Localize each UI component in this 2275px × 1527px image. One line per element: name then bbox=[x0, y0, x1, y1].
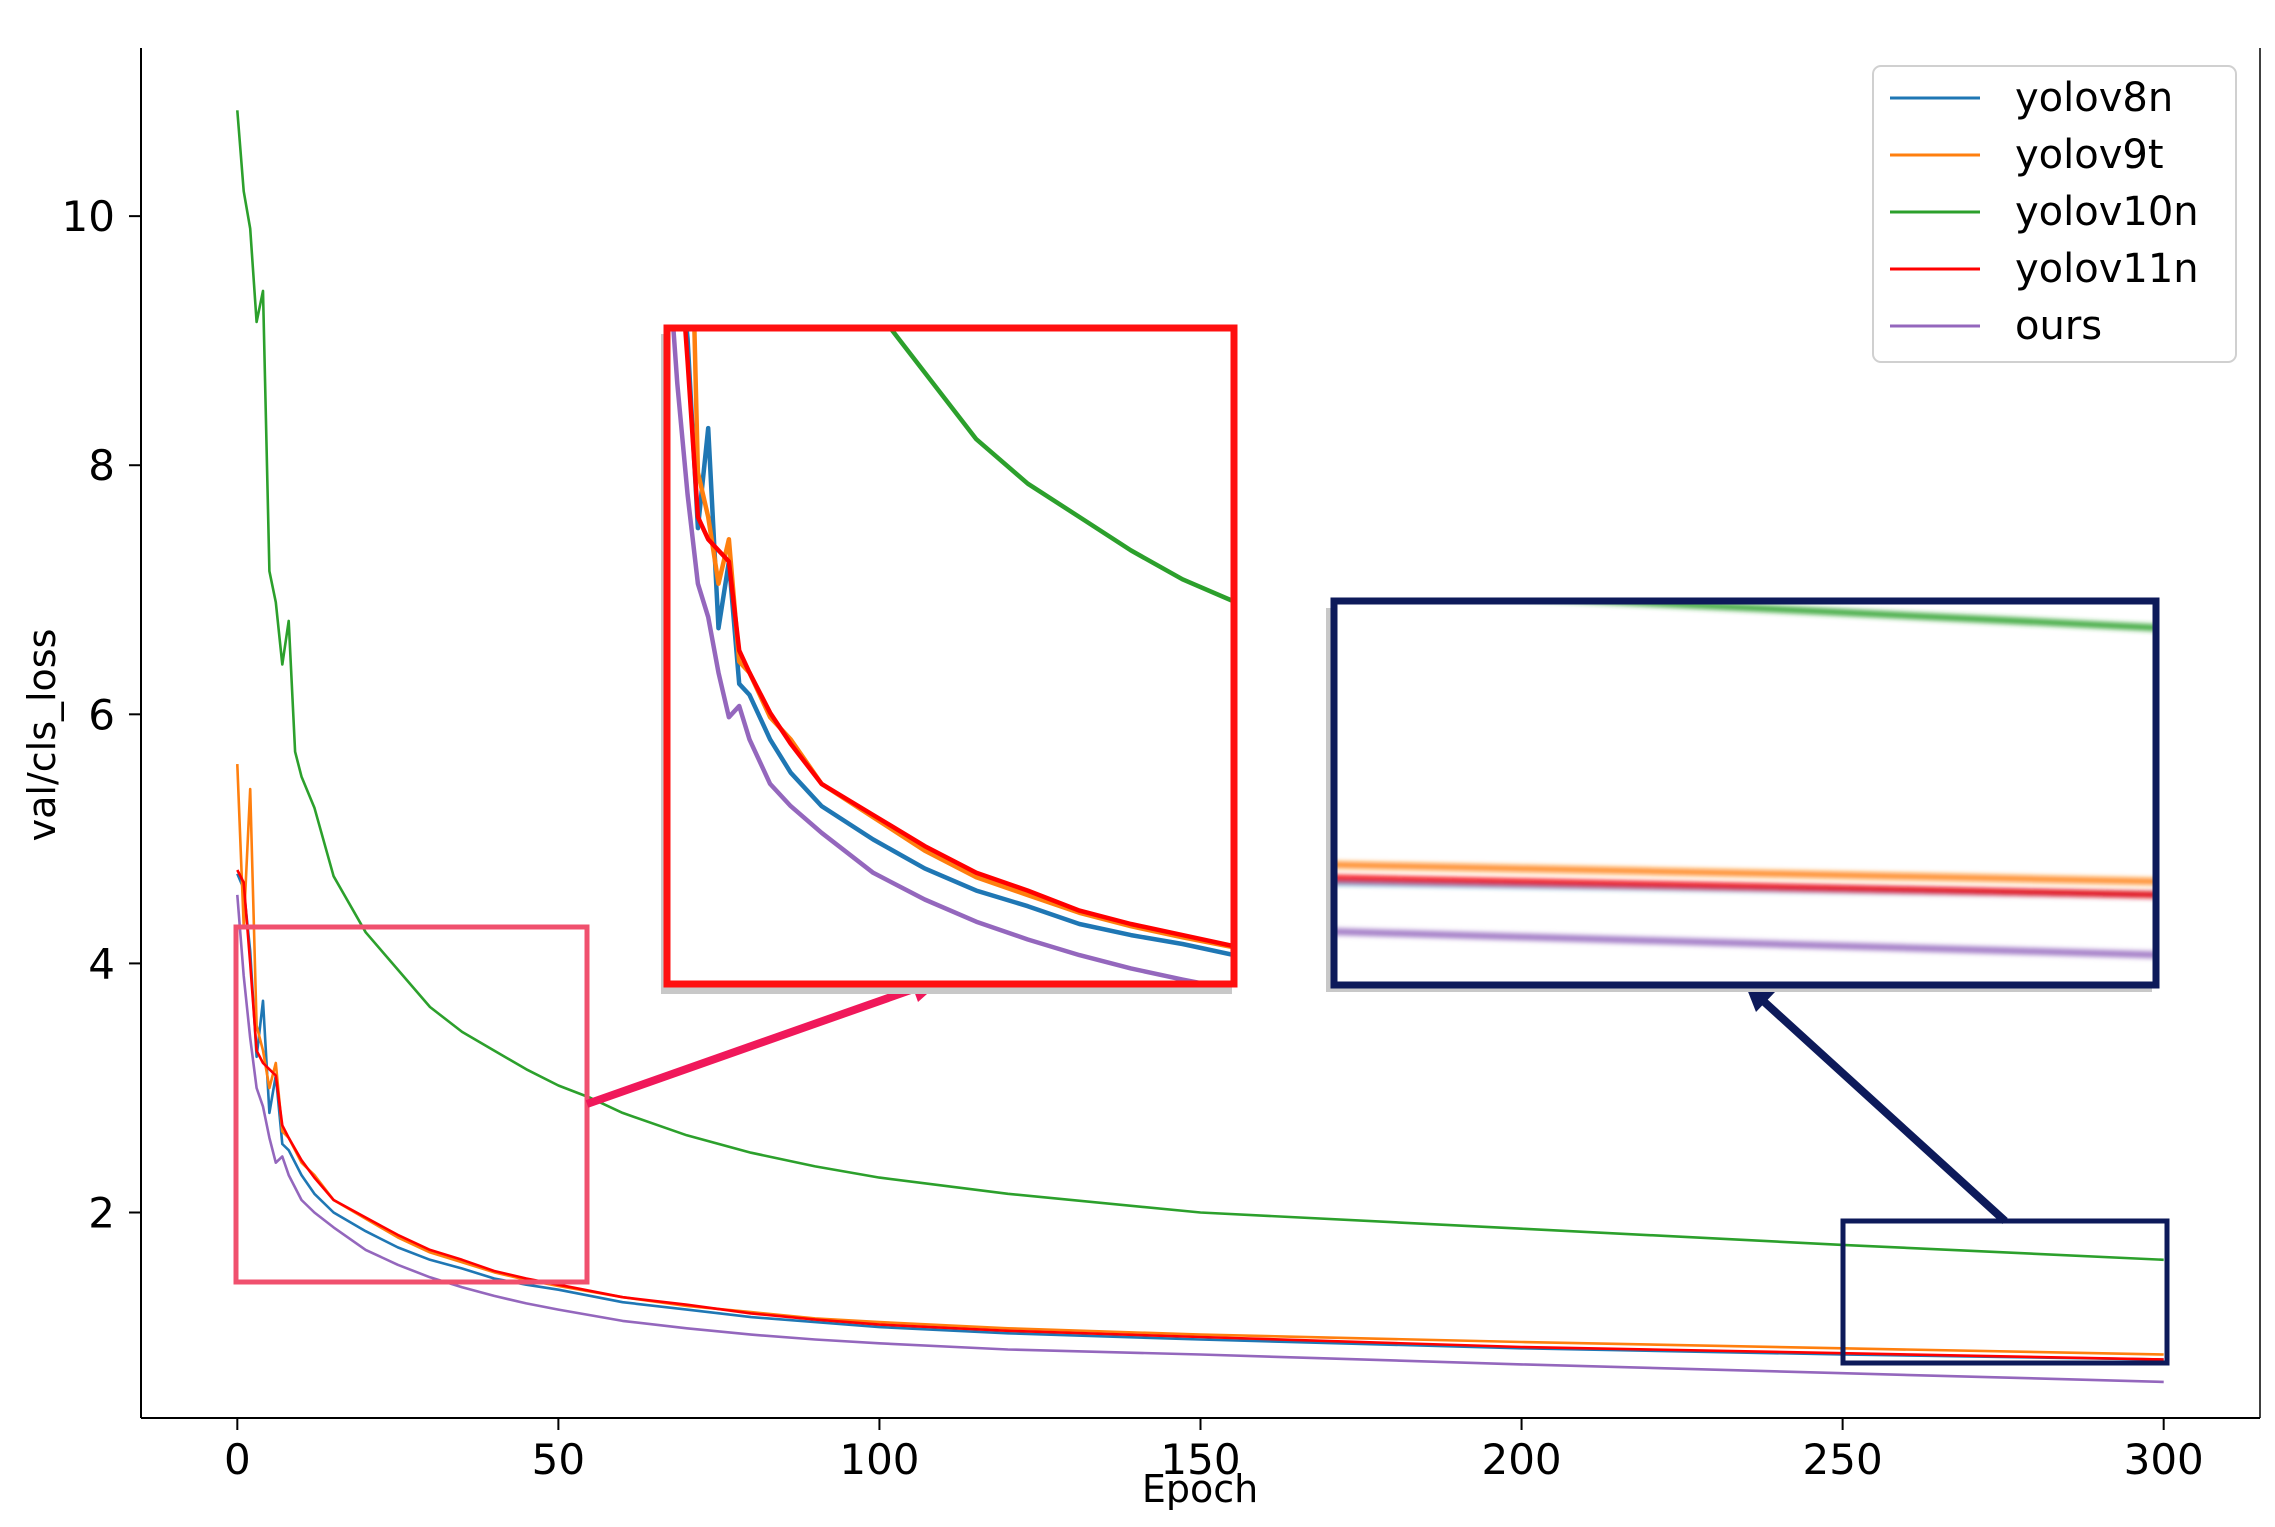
legend-box bbox=[1872, 65, 2237, 363]
y-tick-label: 4 bbox=[88, 939, 115, 988]
inset-1-frame bbox=[663, 324, 1238, 988]
series-lines bbox=[236, 110, 2164, 1384]
inset-1-line-yolov10n bbox=[887, 328, 1234, 605]
x-tick-label: 0 bbox=[224, 1435, 251, 1484]
y-axis-title: val/cls_loss bbox=[20, 629, 64, 842]
y-ticks: 2 4 6 8 10 bbox=[62, 192, 141, 1238]
legend-label-yolov8n: yolov8n bbox=[2015, 75, 2173, 121]
y-tick-label: 6 bbox=[88, 690, 115, 739]
inset-1-line-ours bbox=[671, 328, 1217, 984]
y-tick-label: 10 bbox=[62, 192, 115, 241]
x-tick-label: 100 bbox=[839, 1435, 919, 1484]
x-tick-label: 250 bbox=[1803, 1435, 1883, 1484]
legend-label-yolov10n: yolov10n bbox=[2015, 189, 2199, 235]
inset-2-frame bbox=[1330, 597, 2160, 989]
zoom-source-frame-1 bbox=[233, 924, 590, 1285]
inset-1-line-yolov9t bbox=[692, 328, 1234, 950]
series-line-yolov11n bbox=[236, 869, 2164, 1361]
inset-2-background bbox=[1334, 601, 2156, 985]
inset-1-lines bbox=[671, 328, 1234, 984]
x-tick-label: 200 bbox=[1481, 1435, 1561, 1484]
inset-1-background bbox=[667, 328, 1234, 984]
x-tick-label: 50 bbox=[532, 1435, 585, 1484]
legend-label-yolov9t: yolov9t bbox=[2015, 132, 2164, 178]
y-tick-label: 8 bbox=[88, 441, 115, 490]
x-tick-label: 150 bbox=[1160, 1435, 1240, 1484]
series-line-ours bbox=[236, 894, 2164, 1384]
series-line-yolov10n bbox=[236, 110, 2164, 1262]
legend: yolov8n yolov9t yolov10n yolov11n ours bbox=[1872, 65, 2237, 363]
zoom-arrow-2 bbox=[1745, 984, 2008, 1224]
series-line-yolov9t bbox=[236, 764, 2164, 1356]
x-ticks: 0 50 100 150 200 250 300 bbox=[224, 1418, 2204, 1484]
x-axis-title: Epoch bbox=[1142, 1467, 1258, 1511]
x-tick-label: 300 bbox=[2124, 1435, 2204, 1484]
inset-1-line-yolov11n bbox=[682, 328, 1234, 949]
zoom-source-frame-2 bbox=[1840, 1218, 2170, 1366]
y-tick-label: 2 bbox=[88, 1189, 115, 1238]
legend-label-yolov11n: yolov11n bbox=[2015, 246, 2199, 292]
legend-label-ours: ours bbox=[2015, 303, 2102, 349]
